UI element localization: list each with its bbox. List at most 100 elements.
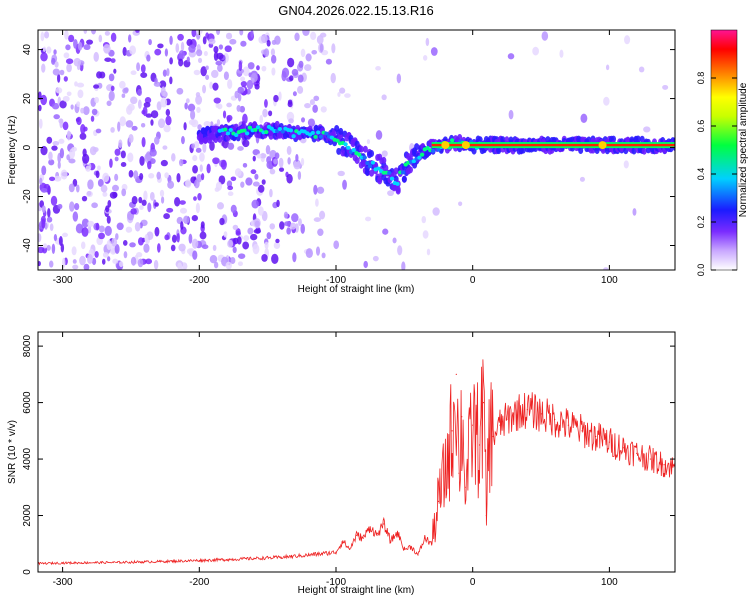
spectrogram-noise-cell xyxy=(93,84,100,89)
spectrogram-noise-cell xyxy=(259,153,267,159)
spectrogram-noise-cell xyxy=(250,169,257,175)
spectrogram-noise-cell xyxy=(87,220,95,227)
snr-point xyxy=(649,458,651,460)
spectrogram-noise-cell xyxy=(186,38,193,47)
spectrogram-noise-cell xyxy=(179,207,188,214)
spectrogram-noise-cell xyxy=(154,202,159,207)
snr-point xyxy=(116,561,118,564)
spectrogram-noise-cell xyxy=(215,103,220,108)
spectrogram-noise-cell xyxy=(603,96,610,106)
spectrogram-noise-cell xyxy=(122,87,129,94)
spectrogram-ridge-halo xyxy=(338,127,344,135)
snr-point xyxy=(89,562,91,564)
spectrogram-noise-cell xyxy=(121,188,127,197)
snr-x-tick-label: 0 xyxy=(470,577,476,588)
spectrogram-ridge-core xyxy=(362,155,367,160)
spectrogram-noise-cell xyxy=(300,223,305,234)
spectrogram-noise-cell xyxy=(60,169,68,180)
spectrogram-noise-cell xyxy=(559,49,564,58)
spectrogram-noise-cell xyxy=(216,52,224,60)
spectrogram-noise-cell xyxy=(507,53,515,60)
spectrogram-noise-cell xyxy=(278,167,285,172)
spectrogram-noise-cell xyxy=(154,136,160,145)
spectrogram-noise-cell xyxy=(110,58,116,63)
spectrogram-noise-cell xyxy=(202,84,207,94)
spectrogram-noise-cell xyxy=(83,126,88,132)
spectrogram-noise-cell xyxy=(98,225,105,233)
spectrogram-noise-cell xyxy=(315,198,319,207)
spectrogram-noise-cell xyxy=(199,231,207,240)
spectrogram-noise-cell xyxy=(156,101,162,111)
spectrogram-noise-cell xyxy=(128,34,132,43)
spectrogram-noise-cell xyxy=(632,208,637,216)
spectrogram-noise-cell xyxy=(216,119,221,126)
spectrogram-noise-cell xyxy=(51,145,58,151)
snr-point xyxy=(369,526,371,528)
spectrogram-noise-cell xyxy=(102,191,108,197)
spectrogram-noise-cell xyxy=(160,97,168,108)
spectrogram-y-tick-label: 0 xyxy=(22,144,33,150)
spectrogram-noise-cell xyxy=(185,179,192,188)
spectrogram-noise-cell xyxy=(130,70,137,76)
spectrogram-noise-cell xyxy=(311,50,318,55)
spectrogram-noise-cell xyxy=(234,168,242,177)
spectrogram-noise-cell xyxy=(40,188,48,193)
spectrogram-noise-cell xyxy=(252,155,256,162)
snr-point xyxy=(526,409,528,411)
snr-y-tick-label: 4000 xyxy=(22,447,33,470)
snr-point xyxy=(444,472,446,474)
spectrogram-noise-cell xyxy=(166,207,174,213)
snr-y-label: SNR (10 * v/v) xyxy=(7,420,18,484)
spectrogram-noise-cell xyxy=(261,254,268,262)
spectrogram-noise-cell xyxy=(180,41,185,52)
snr-point xyxy=(424,537,426,539)
spectrogram-noise-cell xyxy=(110,85,115,92)
spectrogram-noise-cell xyxy=(264,99,268,108)
spectrogram-noise-cell xyxy=(381,150,388,157)
snr-point xyxy=(472,424,474,426)
snr-point xyxy=(506,418,508,421)
spectrogram-noise-cell xyxy=(234,90,239,99)
spectrogram-noise-cell xyxy=(154,226,160,237)
spectrogram-noise-cell xyxy=(212,82,219,91)
spectrogram-noise-cell xyxy=(242,162,248,168)
spectrogram-noise-cell xyxy=(112,191,118,198)
spectrogram-noise-cell xyxy=(160,159,168,167)
spectrogram-ridge-halo xyxy=(504,136,510,144)
spectrogram-peak-marker xyxy=(441,141,450,150)
spectrogram-noise-cell xyxy=(309,99,315,106)
spectrogram-ridge-core xyxy=(264,130,269,135)
spectrogram-noise-cell xyxy=(163,124,171,133)
spectrogram-noise-cell xyxy=(143,101,151,108)
spectrogram-noise-cell xyxy=(232,224,239,230)
snr-point xyxy=(390,540,392,542)
spectrogram-noise-cell xyxy=(75,184,80,193)
spectrogram-noise-cell xyxy=(236,236,242,245)
spectrogram-noise-cell xyxy=(297,74,304,83)
spectrogram-noise-cell xyxy=(426,248,431,256)
snr-point xyxy=(499,424,501,426)
spectrogram-noise-cell xyxy=(148,173,155,179)
spectrogram-noise-cell xyxy=(38,246,45,254)
spectrogram-noise-cell xyxy=(223,231,228,238)
spectrogram-noise-cell xyxy=(381,94,387,101)
snr-point xyxy=(417,554,419,556)
spectrogram-noise-cell xyxy=(240,81,248,87)
spectrogram-noise-cell xyxy=(58,118,64,124)
spectrogram-noise-cell xyxy=(177,262,183,270)
spectrogram-noise-cell xyxy=(192,250,198,260)
spectrogram-noise-cell xyxy=(532,46,539,56)
spectrogram-noise-cell xyxy=(149,149,157,157)
spectrogram-ridge-halo xyxy=(586,136,592,144)
spectrogram-noise-cell xyxy=(139,172,144,181)
spectrogram-noise-cell xyxy=(240,76,246,82)
spectrogram-ridge-halo xyxy=(407,166,413,174)
spectrogram-noise-cell xyxy=(147,160,152,170)
snr-point xyxy=(622,447,624,449)
spectrogram-noise-cell xyxy=(213,261,219,269)
spectrogram-noise-cell xyxy=(287,157,291,165)
spectrogram-noise-cell xyxy=(86,190,92,196)
spectrogram-noise-cell xyxy=(230,204,237,214)
spectrogram-ridge-core xyxy=(280,129,285,134)
snr-x-tick-label: -200 xyxy=(189,577,209,588)
